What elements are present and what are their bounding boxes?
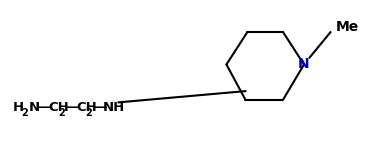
Text: 2: 2 [58, 108, 65, 118]
Text: Me: Me [336, 20, 359, 34]
Text: 2: 2 [21, 108, 28, 118]
Text: N: N [298, 57, 310, 72]
Text: N: N [29, 101, 40, 114]
Text: —: — [93, 101, 107, 114]
Text: CH: CH [76, 101, 97, 114]
Text: —: — [38, 101, 51, 114]
Text: 2: 2 [86, 108, 93, 118]
Text: CH: CH [49, 101, 69, 114]
Text: H: H [13, 101, 24, 114]
Text: —: — [66, 101, 79, 114]
Text: NH: NH [102, 101, 125, 114]
